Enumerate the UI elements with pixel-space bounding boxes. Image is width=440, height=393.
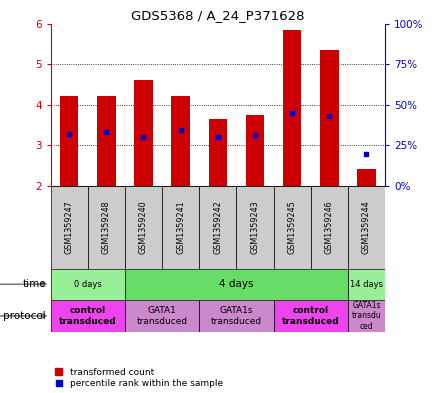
Text: GSM1359247: GSM1359247 bbox=[65, 200, 73, 254]
Bar bbox=[236, 185, 274, 269]
Text: GATA1s
transduced: GATA1s transduced bbox=[211, 306, 262, 325]
Text: GSM1359246: GSM1359246 bbox=[325, 200, 334, 254]
Legend: transformed count, percentile rank within the sample: transformed count, percentile rank withi… bbox=[55, 368, 223, 389]
Bar bbox=[125, 300, 199, 332]
Bar bbox=[311, 185, 348, 269]
Bar bbox=[51, 185, 88, 269]
Title: GDS5368 / A_24_P371628: GDS5368 / A_24_P371628 bbox=[131, 9, 304, 22]
Text: GSM1359240: GSM1359240 bbox=[139, 200, 148, 254]
Bar bbox=[348, 185, 385, 269]
Text: GATA1s
transdu
ced: GATA1s transdu ced bbox=[352, 301, 381, 331]
Text: 4 days: 4 days bbox=[219, 279, 253, 289]
Text: control
transduced: control transduced bbox=[59, 306, 117, 325]
Text: protocol: protocol bbox=[4, 311, 46, 321]
Bar bbox=[199, 300, 274, 332]
Text: GSM1359248: GSM1359248 bbox=[102, 200, 111, 254]
Bar bbox=[283, 29, 301, 185]
Bar bbox=[274, 185, 311, 269]
Text: GSM1359244: GSM1359244 bbox=[362, 200, 371, 254]
Bar bbox=[357, 169, 376, 185]
Bar bbox=[274, 300, 348, 332]
Bar bbox=[60, 96, 78, 185]
Bar bbox=[88, 185, 125, 269]
Bar bbox=[51, 300, 125, 332]
Text: GSM1359241: GSM1359241 bbox=[176, 200, 185, 254]
Text: 0 days: 0 days bbox=[74, 280, 102, 289]
Bar bbox=[348, 269, 385, 300]
Bar bbox=[209, 119, 227, 185]
Bar bbox=[125, 269, 348, 300]
Bar bbox=[51, 269, 125, 300]
Bar bbox=[246, 115, 264, 185]
Bar bbox=[125, 185, 162, 269]
Text: GSM1359245: GSM1359245 bbox=[288, 200, 297, 254]
Text: GATA1
transduced: GATA1 transduced bbox=[136, 306, 187, 325]
Text: GSM1359242: GSM1359242 bbox=[213, 200, 222, 254]
Bar bbox=[199, 185, 236, 269]
Text: time: time bbox=[22, 279, 46, 289]
Bar bbox=[162, 185, 199, 269]
Bar bbox=[348, 300, 385, 332]
Bar bbox=[171, 96, 190, 185]
Bar bbox=[97, 96, 116, 185]
Bar bbox=[320, 50, 338, 185]
Text: GSM1359243: GSM1359243 bbox=[250, 200, 260, 254]
Bar bbox=[134, 80, 153, 185]
Text: control
transduced: control transduced bbox=[282, 306, 340, 325]
Text: 14 days: 14 days bbox=[350, 280, 383, 289]
